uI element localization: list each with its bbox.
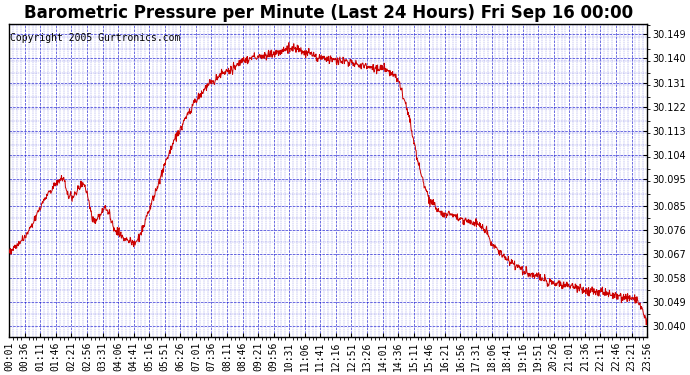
Title: Barometric Pressure per Minute (Last 24 Hours) Fri Sep 16 00:00: Barometric Pressure per Minute (Last 24 … — [23, 4, 633, 22]
Text: Copyright 2005 Gurtronics.com: Copyright 2005 Gurtronics.com — [10, 33, 181, 43]
